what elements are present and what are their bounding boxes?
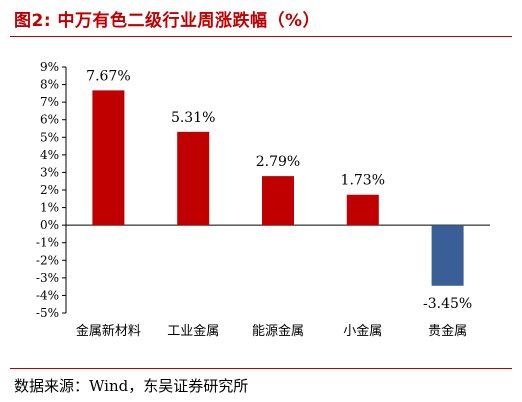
category-label: 能源金属 bbox=[252, 323, 304, 339]
y-tick-label: 6% bbox=[40, 113, 59, 127]
source-note: 数据来源：Wind，东吴证券研究所 bbox=[14, 377, 249, 395]
bars bbox=[92, 90, 464, 286]
data-label: -3.45% bbox=[423, 296, 472, 312]
y-tick-label: 4% bbox=[40, 148, 59, 162]
bar-5 bbox=[431, 225, 464, 286]
y-tick-label: -4% bbox=[36, 288, 59, 302]
category-label: 贵金属 bbox=[428, 323, 467, 339]
bar-3 bbox=[262, 176, 294, 226]
y-tick-label: 8% bbox=[40, 78, 59, 92]
category-label: 金属新材料 bbox=[76, 323, 141, 339]
title-rule bbox=[10, 36, 512, 37]
bar-1 bbox=[92, 90, 125, 226]
y-tick-label: -5% bbox=[36, 306, 59, 320]
footer-rule bbox=[10, 368, 512, 369]
y-tick-label: 0% bbox=[40, 218, 59, 232]
y-axis: 9% 8% 7% 6% 5% 4% 3% 2% 1% 0% -1% -2% -3% -4% -5% bbox=[36, 60, 490, 320]
bar-2 bbox=[177, 131, 210, 226]
data-label: 7.67% bbox=[86, 68, 130, 84]
value-labels: 7.67% 5.31% 2.79% 1.73% -3.45% bbox=[86, 68, 472, 311]
page-title: 图2: 中万有色二级行业周涨跌幅（%） bbox=[14, 11, 321, 31]
y-tick-label: -1% bbox=[36, 236, 59, 250]
category-label: 小金属 bbox=[343, 323, 382, 339]
y-tick-label: 1% bbox=[40, 201, 59, 215]
y-tick-label: 2% bbox=[40, 183, 59, 197]
category-label: 工业金属 bbox=[167, 323, 219, 339]
data-label: 1.73% bbox=[341, 173, 385, 189]
y-tick-label: 3% bbox=[40, 165, 59, 179]
bar-4 bbox=[346, 194, 379, 226]
y-tick-label: 9% bbox=[40, 60, 59, 74]
data-label: 2.79% bbox=[256, 154, 300, 170]
category-labels: 金属新材料 工业金属 能源金属 小金属 贵金属 bbox=[76, 323, 467, 339]
y-tick-label: -2% bbox=[36, 253, 59, 267]
y-tick-label: 5% bbox=[40, 130, 59, 144]
data-label: 5.31% bbox=[171, 110, 215, 126]
y-tick-label: -3% bbox=[36, 271, 59, 285]
y-tick-label: 7% bbox=[40, 95, 59, 109]
